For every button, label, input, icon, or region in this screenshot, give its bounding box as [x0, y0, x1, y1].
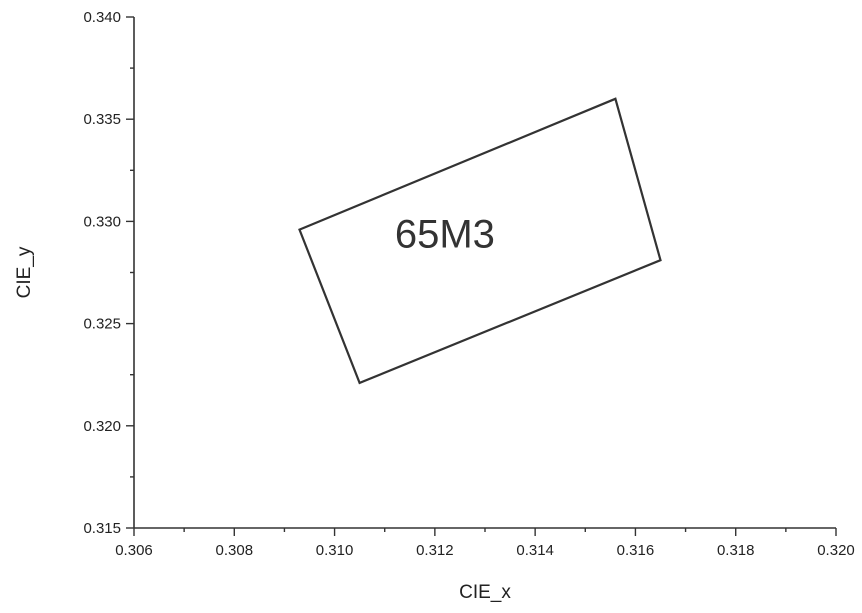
region-annotation: 65M3 [395, 213, 495, 257]
y-axis-label: CIE_y [14, 246, 35, 298]
y-tick-label: 0.320 [83, 418, 121, 435]
y-tick-label: 0.315 [83, 520, 121, 537]
x-tick-label: 0.308 [216, 542, 254, 559]
x-tick-label: 0.310 [316, 542, 354, 559]
ticks: 0.306 0.308 0.310 0.312 0.314 0.316 0.318 0.320… [83, 9, 854, 559]
plot-marks: 65M3 [298, 97, 662, 385]
y-tick-label: 0.340 [83, 9, 121, 26]
x-tick-label: 0.306 [115, 542, 153, 559]
y-tick-label: 0.330 [83, 213, 121, 230]
x-axis-label: CIE_x [459, 582, 511, 603]
y-tick-label: 0.335 [83, 111, 121, 128]
x-tick-label: 0.312 [416, 542, 454, 559]
axes [133, 17, 836, 529]
x-tick-label: 0.316 [617, 542, 655, 559]
x-tick-label: 0.318 [717, 542, 755, 559]
x-tick-label: 0.314 [516, 542, 554, 559]
region-outline [298, 97, 662, 385]
y-tick-label: 0.325 [83, 316, 121, 333]
x-tick-label: 0.320 [817, 542, 855, 559]
